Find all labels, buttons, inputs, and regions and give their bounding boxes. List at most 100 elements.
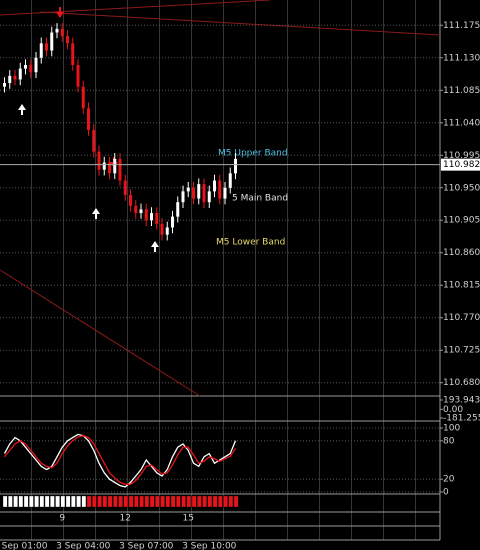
x-tick-label: 3 Sep 04:00 (56, 542, 111, 550)
candle-body (118, 158, 122, 181)
buy-arrow (18, 104, 26, 115)
signal-bar (107, 495, 113, 508)
candle-body (207, 191, 211, 203)
y-tick-label: 110.770 (443, 313, 480, 323)
annotation: 5 Main Band (232, 194, 288, 204)
signal-bar (155, 495, 160, 508)
signal-bar (223, 495, 228, 508)
signal-bar (65, 495, 71, 508)
candle-body (134, 205, 138, 214)
signal-bar (71, 495, 76, 508)
candle-body (218, 180, 222, 199)
candle-body (76, 64, 80, 87)
signal-bar (207, 495, 213, 508)
signal-bar (170, 495, 176, 508)
candle-body (87, 108, 90, 130)
x-tick-label: 9 (59, 514, 65, 524)
signal-bar (2, 495, 8, 508)
candle-body (50, 32, 54, 51)
y-tick-label: 110.680 (443, 378, 480, 388)
signal-bar (86, 495, 92, 508)
x-tick-label: 15 (183, 514, 194, 524)
signal-bar (228, 495, 234, 508)
candle-body (24, 64, 27, 69)
y-tick-label: 111.085 (443, 86, 480, 96)
y-tick-label: 110.995 (443, 151, 480, 161)
stochastic-line (3, 433, 237, 488)
candle-body (160, 223, 164, 235)
signal-bar (181, 495, 186, 508)
candle-body (155, 213, 159, 224)
candle-body (150, 213, 153, 221)
candle-body (13, 75, 17, 80)
signal-bar (102, 495, 108, 508)
signal-bar (134, 495, 139, 508)
candle-body (165, 227, 169, 235)
y-tick-label: 111.040 (443, 118, 480, 128)
signal-bar (97, 495, 102, 508)
candle-body (202, 184, 206, 203)
signal-bar (50, 495, 55, 508)
y-tick-label: 193.9431 (443, 396, 480, 406)
signal-bar (197, 495, 202, 508)
y-tick-label: 110.725 (443, 346, 480, 356)
buy-arrow (92, 208, 100, 219)
signal-bar (191, 495, 197, 508)
y-tick-label: 110.905 (443, 216, 480, 226)
signal-bar (39, 495, 45, 508)
candle-body (55, 28, 59, 33)
signal-bar (186, 495, 192, 508)
candle-body (223, 187, 227, 199)
signal-bar (44, 495, 50, 508)
signal-bar (202, 495, 207, 508)
price-label-box (441, 158, 480, 171)
signal-bar (218, 495, 223, 508)
y-tick-label: 110.815 (443, 281, 480, 291)
candle-body (228, 173, 232, 188)
candle-body (176, 202, 180, 217)
x-tick-label: 3 Sep 07:00 (119, 542, 174, 550)
sell-arrow (56, 7, 64, 18)
trend-line (0, 269, 201, 397)
signal-bar (13, 495, 18, 508)
price-label: 110.982 (443, 160, 480, 170)
y-tick-label: 110.950 (443, 183, 480, 193)
candle-body (113, 158, 117, 174)
signal-bar (81, 495, 87, 508)
stochastic-line (3, 435, 237, 485)
candle-body (139, 209, 143, 214)
annotation: M5 Upper Band (218, 149, 288, 159)
candle-body (81, 86, 85, 109)
candle-body (123, 180, 127, 195)
signal-bar (212, 495, 218, 508)
y-tick-label: 100 (443, 424, 460, 434)
candle-body (29, 64, 33, 73)
candle-body (3, 83, 6, 87)
candle-body (213, 180, 216, 192)
candle-body (144, 209, 148, 221)
candle-body (197, 184, 201, 199)
signal-bar (113, 495, 118, 508)
signal-bar (165, 495, 171, 508)
y-tick-label: 110.860 (443, 248, 480, 258)
candle-body (234, 158, 237, 174)
signal-bar (139, 495, 144, 508)
signal-bar (118, 495, 123, 508)
signal-bar (128, 495, 134, 508)
candle-body (92, 129, 96, 152)
signal-bar (160, 495, 165, 508)
candle-body (192, 187, 195, 199)
candle-body (171, 216, 174, 228)
candle-body (8, 75, 12, 84)
candle-body (66, 36, 69, 44)
y-tick-label: 0.00 (443, 405, 463, 415)
signal-bar (176, 495, 181, 508)
signal-bar (18, 495, 24, 508)
candle-body (18, 68, 22, 80)
candle-body (108, 162, 111, 174)
candle-body (34, 57, 38, 73)
candle-body (71, 43, 75, 65)
signal-bar (34, 495, 39, 508)
